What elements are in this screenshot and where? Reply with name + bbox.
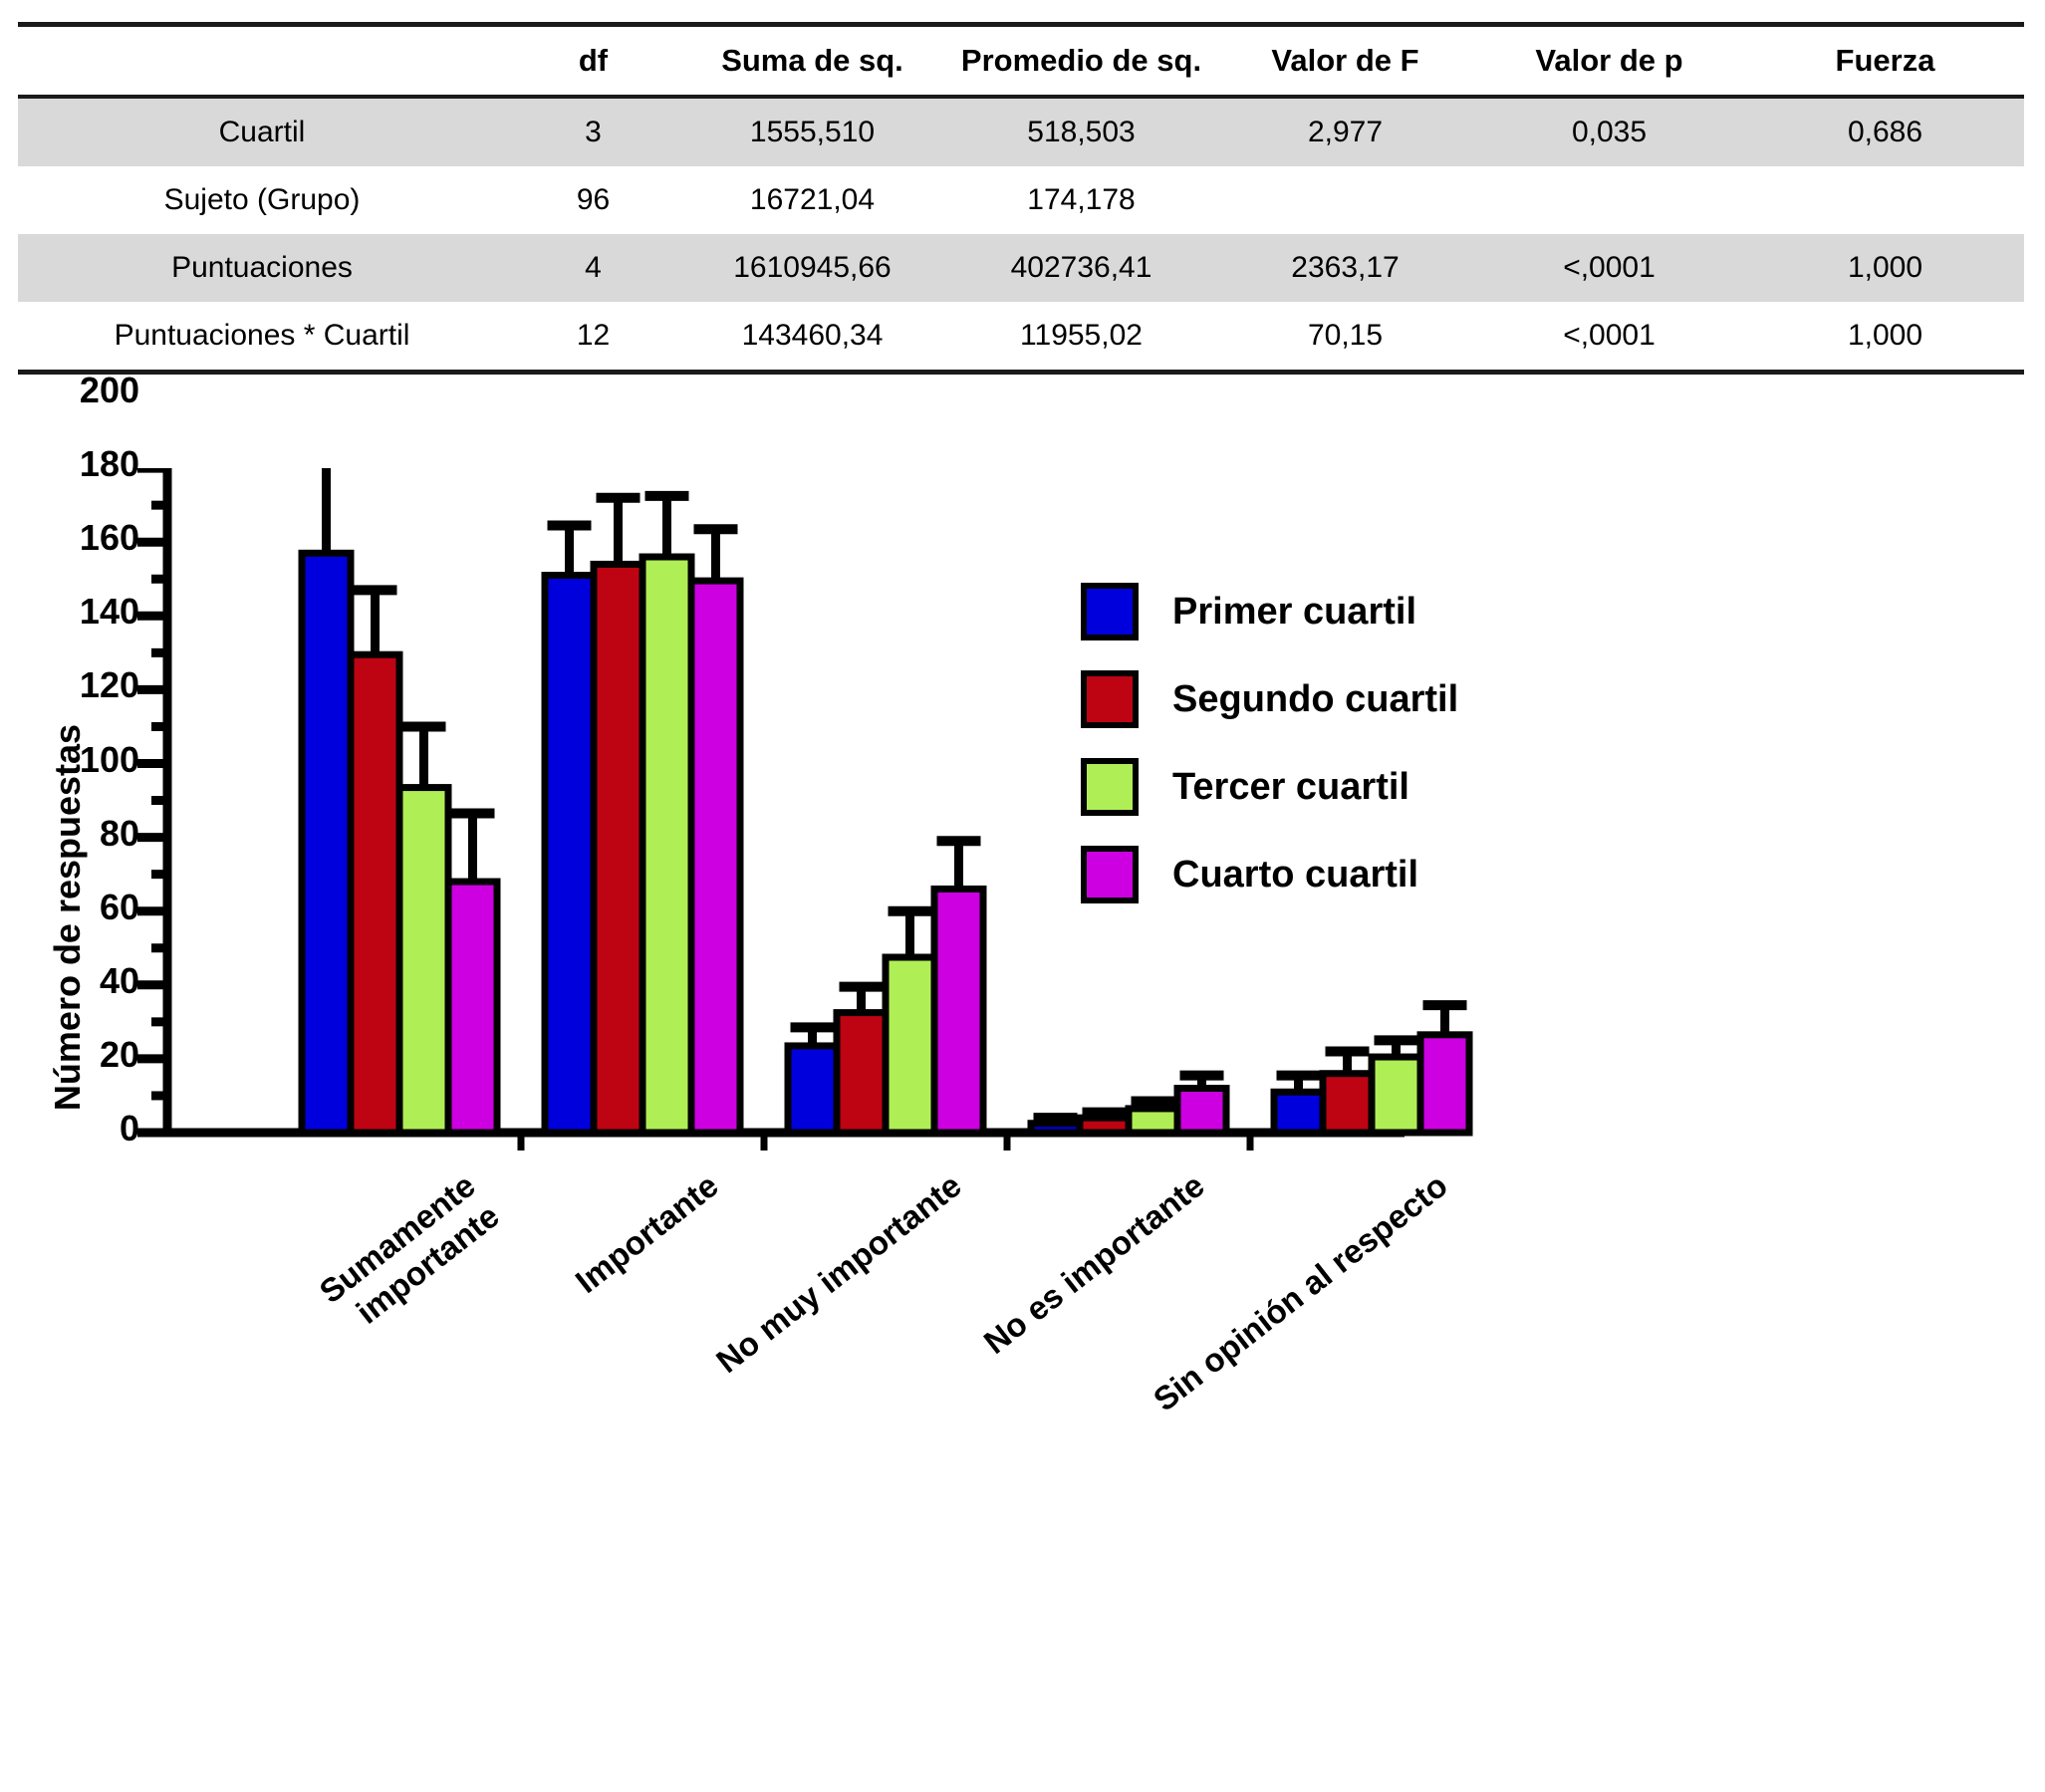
y-axis-tick-label: 60 (99, 886, 139, 927)
cell-mean-sq: 11955,02 (1020, 319, 1143, 352)
cell-mean-sq: 402736,41 (1010, 251, 1152, 284)
cell-f-value: 2363,17 (1291, 251, 1400, 284)
cell-source: Cuartil (218, 116, 306, 148)
cell-f-value: 2,977 (1307, 116, 1384, 148)
bar (444, 878, 501, 1137)
bar (1027, 1120, 1084, 1137)
cell-sum-sq: 143460,34 (741, 319, 884, 352)
col-header-sum-sq: Suma de sq. (721, 43, 903, 78)
cell-power: 1,000 (1847, 251, 1923, 284)
y-axis-tick-label: 80 (99, 812, 139, 854)
col-header-mean-sq: Promedio de sq. (960, 43, 1202, 78)
y-axis-tick-label: 40 (99, 959, 139, 1001)
cell-source: Sujeto (Grupo) (163, 183, 361, 216)
bar-chart: Número de respuestas 0 20 40 60 80 100 120 140 1… (0, 373, 2045, 1792)
bar (1270, 1088, 1327, 1137)
cell-power: 1,000 (1847, 319, 1923, 352)
cell-power (1746, 166, 2024, 234)
bar (395, 784, 452, 1137)
bar (1416, 1031, 1473, 1137)
cell-mean-sq: 518,503 (1027, 116, 1136, 148)
legend-item[interactable]: Primer cuartil (1081, 568, 1458, 655)
y-axis-tick-label: 140 (79, 591, 139, 633)
bar (930, 885, 987, 1137)
col-header-f-value: Valor de F (1271, 43, 1419, 78)
cell-source: Puntuaciones (171, 251, 353, 284)
table-row: Cuartil 3 1555,510 518,503 2,977 0,035 0… (18, 97, 2024, 166)
cell-f-value: 70,15 (1307, 319, 1384, 352)
anova-table: df Suma de sq. Promedio de sq. Valor de … (18, 22, 2024, 375)
legend-swatch-icon (1081, 846, 1139, 903)
y-axis-tick-label: 100 (79, 738, 139, 780)
legend-item[interactable]: Tercer cuartil (1081, 743, 1458, 831)
cell-sum-sq: 16721,04 (749, 183, 876, 216)
legend-item-label: Primer cuartil (1172, 590, 1416, 633)
cell-p-value: <,0001 (1563, 319, 1656, 352)
anova-table-container: df Suma de sq. Promedio de sq. Valor de … (18, 22, 2024, 375)
cell-df: 96 (576, 183, 611, 216)
table-header-row: df Suma de sq. Promedio de sq. Valor de … (18, 24, 2024, 98)
cell-df: 3 (585, 116, 602, 148)
bar (833, 1009, 890, 1137)
y-axis-tick-label: 0 (119, 1108, 139, 1149)
cell-f-value (1218, 166, 1472, 234)
table-body: Cuartil 3 1555,510 518,503 2,977 0,035 0… (18, 97, 2024, 373)
legend-item-label: Tercer cuartil (1172, 765, 1409, 808)
bar (687, 577, 744, 1137)
y-axis-tick-label: 20 (99, 1033, 139, 1075)
legend-item-label: Segundo cuartil (1172, 677, 1459, 720)
bar (347, 650, 403, 1137)
y-axis-tick-label: 120 (79, 664, 139, 706)
cell-p-value: 0,035 (1571, 116, 1648, 148)
bar (1076, 1114, 1133, 1137)
y-axis-tick-label: 200 (79, 370, 139, 410)
bar (298, 549, 355, 1137)
cell-df: 4 (585, 251, 602, 284)
cell-sum-sq: 1610945,66 (733, 251, 892, 284)
chart-legend: Primer cuartil Segundo cuartil Tercer cuar… (1081, 568, 1458, 918)
bar (541, 572, 598, 1137)
table-row: Sujeto (Grupo) 96 16721,04 174,178 (18, 166, 2024, 234)
cell-source: Puntuaciones * Cuartil (114, 319, 410, 352)
y-axis-tick-labels: 0 20 40 60 80 100 120 140 160 180 200 (20, 373, 139, 1792)
bar (1173, 1085, 1230, 1137)
bar (639, 553, 695, 1137)
legend-item[interactable]: Segundo cuartil (1081, 655, 1458, 743)
legend-item[interactable]: Cuarto cuartil (1081, 831, 1458, 918)
col-header-df: df (578, 43, 609, 78)
cell-power: 0,686 (1847, 116, 1923, 148)
table-row: Puntuaciones 4 1610945,66 402736,41 2363… (18, 234, 2024, 302)
cell-df: 12 (576, 319, 611, 352)
bar (590, 560, 646, 1137)
bar (1125, 1105, 1181, 1137)
plot-canvas (137, 468, 1473, 1151)
bar (1319, 1070, 1376, 1137)
legend-swatch-icon (1081, 758, 1139, 816)
col-header-power: Fuerza (1835, 43, 1935, 78)
bar (882, 953, 938, 1137)
cell-sum-sq: 1555,510 (749, 116, 876, 148)
table-header: df Suma de sq. Promedio de sq. Valor de … (18, 24, 2024, 98)
y-axis-tick-label: 160 (79, 517, 139, 559)
y-axis-tick-label: 180 (79, 443, 139, 485)
legend-swatch-icon (1081, 583, 1139, 640)
col-header-source (18, 25, 506, 98)
legend-item-label: Cuarto cuartil (1172, 853, 1419, 896)
cell-mean-sq: 174,178 (1027, 183, 1136, 216)
col-header-p-value: Valor de p (1535, 43, 1683, 78)
table-row: Puntuaciones * Cuartil 12 143460,34 1195… (18, 302, 2024, 373)
cell-p-value: <,0001 (1563, 251, 1656, 284)
legend-swatch-icon (1081, 670, 1139, 728)
bar (1368, 1053, 1424, 1137)
cell-p-value (1472, 166, 1746, 234)
bar (784, 1042, 841, 1137)
